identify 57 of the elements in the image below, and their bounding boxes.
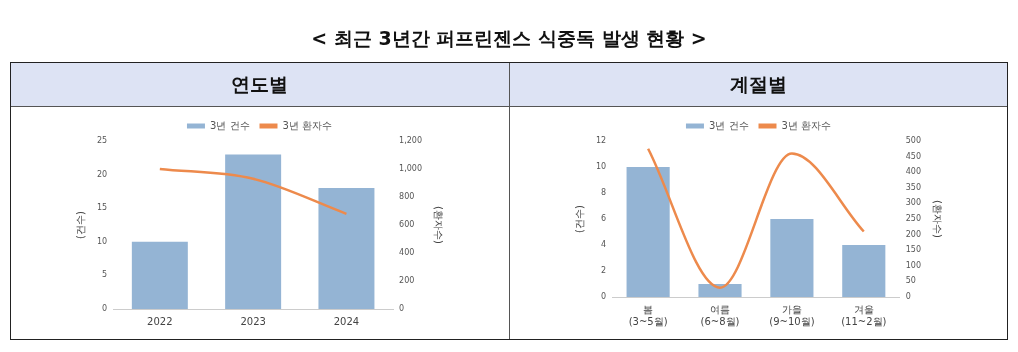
y-axis-title: (건수) [74,211,86,239]
y2-tick-label: 450 [905,151,921,161]
legend-label: 3년 건수 [209,119,250,131]
y2-tick-label: 1,200 [399,136,422,146]
bar [626,167,670,297]
y2-tick-label: 0 [399,304,405,314]
y2-tick-label: 400 [905,167,921,177]
x-tick-label: 가을 (9~10월) [768,303,815,327]
y-tick-label: 2 [600,266,606,276]
chart-title: 연도별 [11,63,509,107]
bar [131,241,188,309]
y-tick-label: 25 [96,136,108,146]
y2-tick-label: 800 [399,192,415,202]
y-tick-label: 20 [96,169,108,179]
y-axis-title: (건수) [573,205,585,233]
y2-tick-label: 500 [905,136,921,146]
line-series [646,147,865,289]
y-tick-label: 5 [102,270,108,280]
legend-label: 3년 환자수 [282,119,333,131]
y2-tick-label: 200 [399,276,415,286]
x-tick-label: 봄 (3~5월) [628,303,668,327]
y2-tick-label: 250 [905,214,921,224]
y2-tick-label: 300 [905,198,921,208]
y2-tick-label: 200 [905,229,921,239]
y2-tick-label: 600 [399,220,415,230]
y2-tick-label: 400 [399,248,415,258]
y-tick-label: 15 [96,203,108,213]
bar [841,245,885,297]
x-tick-label: 2024 [333,315,360,327]
x-tick-label: 2023 [240,315,266,327]
bar [318,188,375,309]
x-tick-label: 2022 [147,315,173,327]
legend-label: 3년 건수 [708,119,749,131]
x-tick-label: 겨울 (11~2월) [840,303,887,327]
bar [225,154,282,309]
y2-axis-title: (환자수) [433,206,445,244]
x-tick-label: 여름 (6~8월) [700,303,740,327]
y-tick-label: 12 [595,136,606,146]
y-tick-label: 8 [600,188,606,198]
y-tick-label: 10 [96,236,108,246]
y2-axis-title: (환자수) [931,200,943,238]
y-tick-label: 4 [600,240,606,250]
chart-title: 계절별 [509,63,1007,107]
y-tick-label: 0 [600,292,606,302]
y2-tick-label: 0 [905,292,911,302]
y-tick-label: 10 [595,162,606,172]
y2-tick-label: 100 [905,260,921,270]
bar [697,284,742,297]
bar [769,219,813,297]
y2-tick-label: 1,000 [399,164,422,174]
text: < 최근 3년간 퍼프린젠스 식중독 발생 현황 > [310,26,708,51]
y-tick-label: 0 [102,304,108,314]
legend-label: 3년 환자수 [781,119,831,131]
y2-tick-label: 50 [905,276,916,286]
y2-tick-label: 150 [905,245,921,255]
y-tick-label: 6 [600,214,606,224]
y2-tick-label: 350 [905,182,921,192]
